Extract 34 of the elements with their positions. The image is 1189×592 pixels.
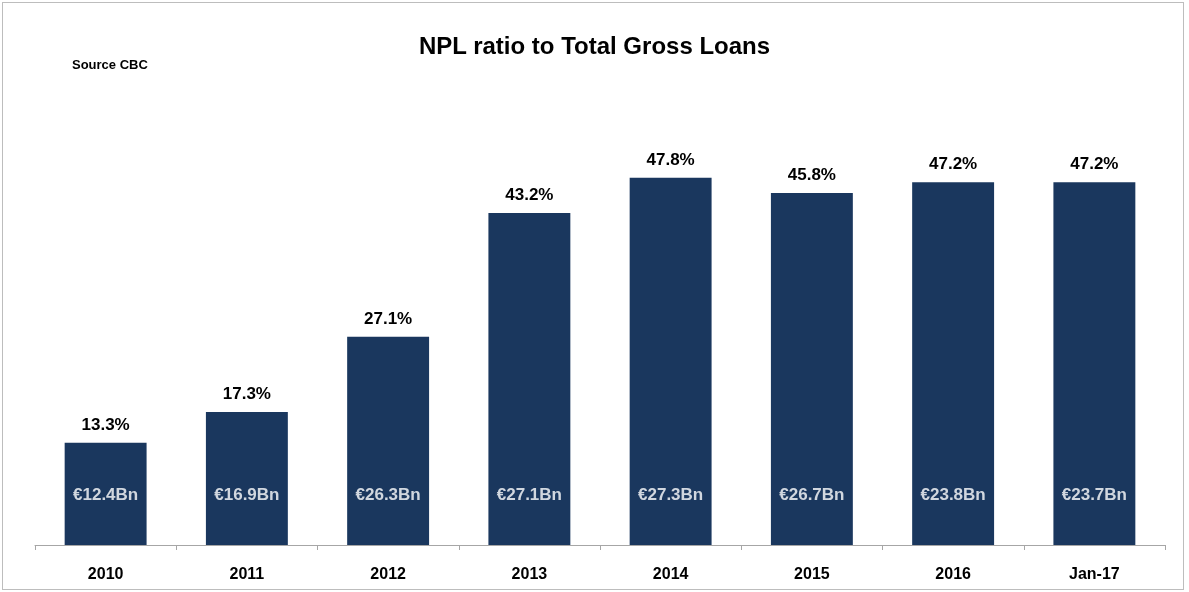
- annotation: €27.1Bn: [496, 485, 562, 504]
- x-tick-label: 2013: [511, 564, 548, 582]
- data-label: 43.2%: [505, 185, 554, 205]
- x-tick-label: 2010: [87, 564, 124, 582]
- data-label: 27.1%: [364, 308, 413, 328]
- bar: [488, 213, 571, 545]
- annotation: €26.7Bn: [779, 485, 845, 504]
- data-label: 47.2%: [1070, 154, 1119, 174]
- data-label: 47.2%: [929, 154, 978, 174]
- x-tick-label: 2011: [229, 564, 265, 582]
- annotation: €12.4Bn: [73, 485, 139, 504]
- data-label: 47.8%: [646, 149, 695, 169]
- bar: [770, 193, 853, 545]
- bar: [64, 442, 147, 545]
- x-tick-label: 2015: [794, 564, 830, 582]
- data-label: 13.3%: [81, 414, 130, 434]
- x-tick-label: Jan-17: [1069, 564, 1120, 582]
- bar: [347, 336, 430, 545]
- annotation: €23.8Bn: [920, 485, 986, 504]
- annotation: €16.9Bn: [214, 485, 280, 504]
- bar: [912, 182, 995, 545]
- x-tick-label: 2016: [935, 564, 972, 582]
- x-tick-label: 2012: [370, 564, 407, 582]
- data-label: 45.8%: [787, 165, 836, 185]
- source-note: Source CBC: [72, 57, 149, 72]
- bar: [629, 177, 712, 545]
- x-tick-label: 2014: [652, 564, 689, 582]
- bar: [205, 412, 288, 545]
- annotation: €27.3Bn: [638, 485, 704, 504]
- bar: [1053, 182, 1136, 545]
- data-label: 17.3%: [222, 384, 271, 404]
- annotation: €23.7Bn: [1061, 485, 1127, 504]
- annotation: €26.3Bn: [355, 485, 421, 504]
- chart-title: NPL ratio to Total Gross Loans: [418, 31, 771, 59]
